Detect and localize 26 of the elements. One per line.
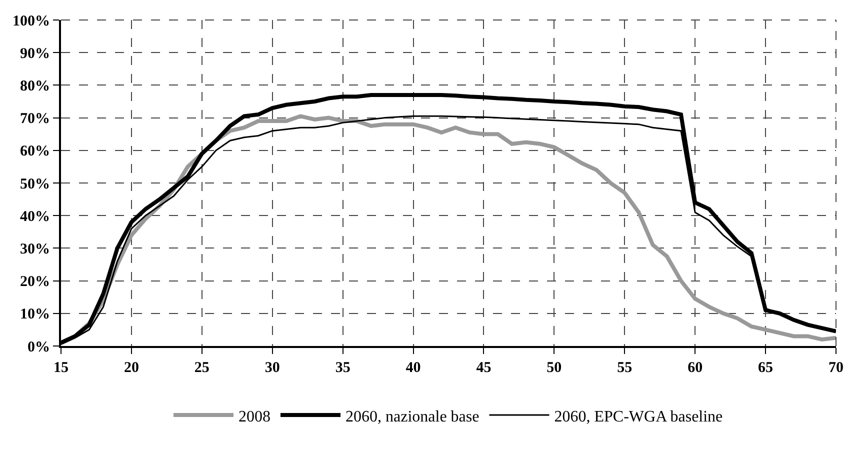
- x-tick-label: 25: [194, 360, 210, 376]
- legend-label: 2060, EPC-WGA baseline: [554, 408, 723, 426]
- x-tick-label: 30: [264, 360, 280, 376]
- y-tick-label: 20%: [20, 274, 50, 290]
- y-tick-label: 0%: [28, 339, 50, 356]
- y-tick-label: 40%: [20, 208, 50, 225]
- y-tick-label: 80%: [20, 78, 50, 94]
- x-tick-label: 15: [54, 360, 68, 376]
- x-tick-label: 60: [688, 360, 703, 376]
- y-tick-label: 90%: [20, 46, 50, 62]
- x-tick-label: 65: [758, 360, 774, 376]
- y-tick-label: 50%: [20, 176, 50, 192]
- legend-label: 2008: [238, 408, 270, 426]
- y-tick-label: 30%: [20, 241, 50, 258]
- y-tick-label: 10%: [20, 306, 50, 323]
- x-tick-label: 55: [617, 360, 632, 376]
- x-tick-label: 35: [335, 360, 350, 376]
- x-tick-label: 70: [828, 360, 844, 376]
- y-tick-label: 60%: [20, 144, 50, 160]
- x-tick-label: 45: [476, 360, 492, 376]
- y-tick-label: 70%: [20, 111, 50, 128]
- legend-label: 2060, nazionale base: [346, 408, 480, 426]
- x-tick-label: 50: [546, 360, 562, 376]
- x-tick-label: 20: [124, 360, 139, 376]
- x-tick-label: 40: [406, 360, 421, 376]
- y-tick-label: 100%: [12, 13, 50, 30]
